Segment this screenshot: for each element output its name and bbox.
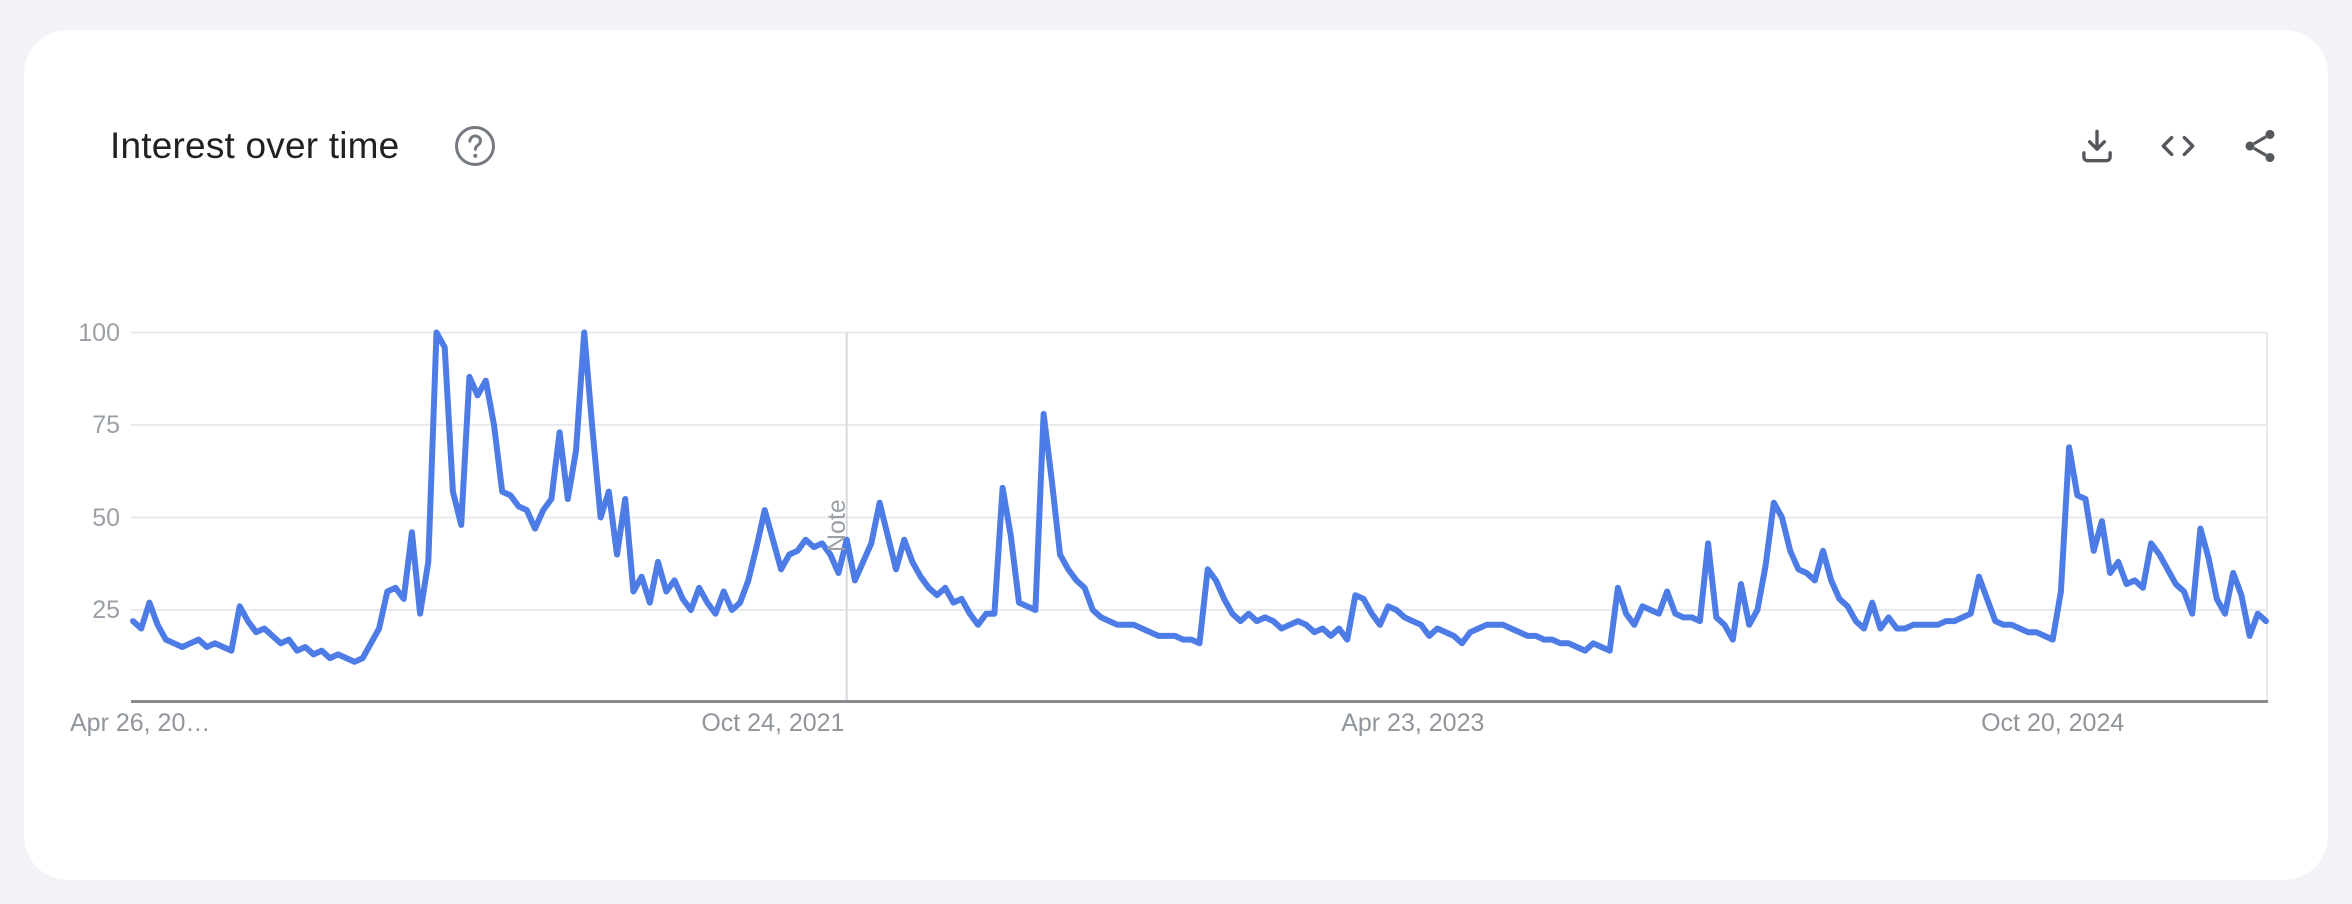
- note-annotation-label: Note: [823, 499, 851, 552]
- x-axis-label: Apr 26, 20…: [70, 709, 211, 737]
- share-button[interactable]: [2236, 122, 2284, 170]
- help-icon: [453, 124, 497, 168]
- y-axis-label: 50: [92, 503, 120, 532]
- x-axis-label: Oct 20, 2024: [1981, 709, 2125, 737]
- embed-code-icon: [2157, 125, 2199, 167]
- share-icon: [2239, 125, 2281, 167]
- x-axis-label: Oct 24, 2021: [701, 709, 845, 737]
- help-button[interactable]: [451, 122, 499, 170]
- download-button[interactable]: [2073, 122, 2121, 170]
- y-axis-label: 75: [92, 411, 120, 439]
- y-axis-label: 100: [78, 318, 120, 347]
- page-title: Interest over time: [110, 125, 400, 166]
- download-icon: [2076, 125, 2118, 167]
- y-axis-label: 25: [92, 596, 120, 624]
- interest-over-time-card: Interest over time: [24, 30, 2328, 880]
- x-axis-label: Apr 23, 2023: [1341, 709, 1485, 737]
- embed-code-button[interactable]: [2154, 122, 2202, 170]
